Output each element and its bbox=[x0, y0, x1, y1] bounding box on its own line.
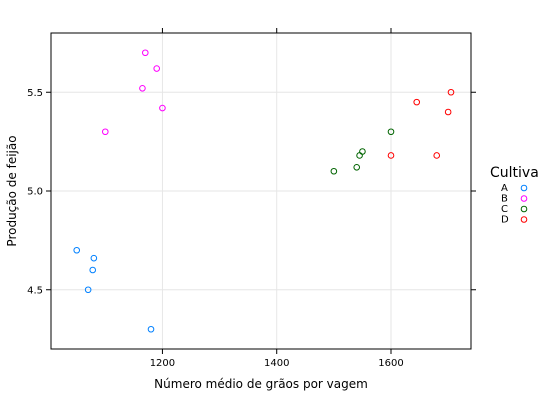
data-point-c bbox=[354, 165, 360, 171]
data-point-d bbox=[434, 153, 440, 159]
tick-layer: 1200 1400 1600 4.5 5.0 5.5 bbox=[27, 28, 476, 369]
legend-title: Cultivar bbox=[490, 165, 540, 181]
data-point-a bbox=[148, 326, 154, 332]
legend-label-c: C bbox=[501, 204, 508, 215]
y-tick-label: 5.5 bbox=[27, 88, 43, 99]
x-tick-label: 1600 bbox=[378, 358, 403, 369]
legend-label-a: A bbox=[501, 183, 508, 194]
data-point-b bbox=[142, 50, 148, 56]
y-tick-label: 4.5 bbox=[27, 285, 43, 296]
data-point-b bbox=[102, 129, 108, 135]
data-point-d bbox=[414, 99, 420, 105]
grid-layer bbox=[51, 33, 471, 349]
x-tick-label: 1400 bbox=[264, 358, 289, 369]
y-tick-label: 5.0 bbox=[27, 187, 43, 198]
data-point-a bbox=[74, 247, 80, 253]
legend-marker-a bbox=[521, 185, 527, 191]
data-point-b bbox=[154, 66, 160, 72]
data-point-c bbox=[357, 153, 363, 159]
data-point-a bbox=[91, 255, 97, 261]
y-axis-title: Produção de feijão bbox=[5, 135, 19, 246]
x-tick-label: 1200 bbox=[150, 358, 175, 369]
data-point-c bbox=[360, 149, 366, 155]
data-point-a bbox=[90, 267, 96, 273]
data-point-c bbox=[331, 168, 337, 174]
x-axis-title: Número médio de grãos por vagem bbox=[154, 377, 368, 391]
legend-marker-d bbox=[521, 217, 527, 223]
legend-marker-b bbox=[521, 196, 527, 202]
data-point-b bbox=[140, 86, 146, 92]
legend-label-b: B bbox=[501, 194, 508, 205]
data-point-d bbox=[445, 109, 451, 115]
legend-marker-c bbox=[521, 206, 527, 212]
legend-label-d: D bbox=[501, 215, 509, 226]
